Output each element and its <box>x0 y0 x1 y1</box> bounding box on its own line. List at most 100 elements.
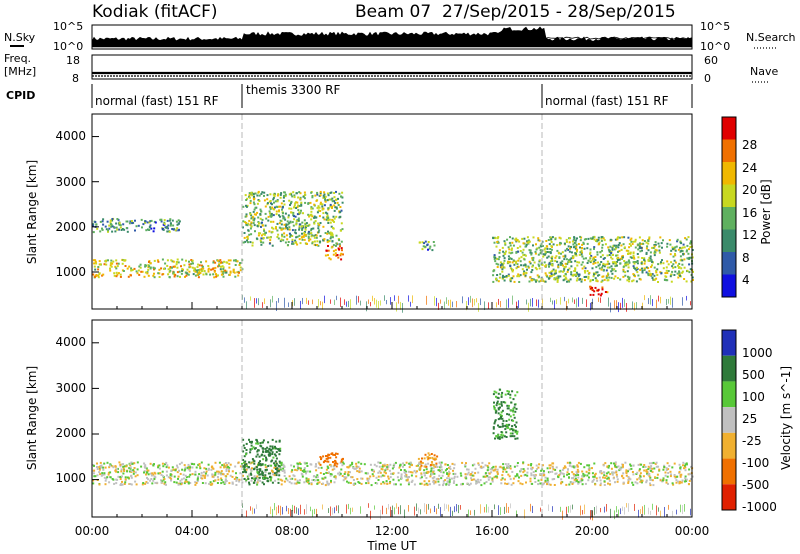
scatter-cell <box>282 463 285 466</box>
scatter-cell <box>330 225 333 228</box>
scatter-cell <box>426 471 429 474</box>
scatter-cell <box>92 479 95 482</box>
scatter-cell <box>327 208 330 211</box>
noise-cell <box>374 505 375 510</box>
scatter-cell <box>659 271 662 274</box>
scatter-cell <box>186 480 189 483</box>
scatter-cell <box>397 479 400 482</box>
scatter-cell <box>165 474 168 477</box>
scatter-cell <box>276 469 279 472</box>
scatter-cell <box>622 481 625 484</box>
scatter-cell <box>427 248 429 251</box>
scatter-cell <box>439 466 442 469</box>
scatter-cell <box>418 241 421 244</box>
scatter-cell <box>310 235 313 238</box>
scatter-cell <box>292 191 295 194</box>
scatter-cell <box>556 249 559 252</box>
scatter-cell <box>567 259 570 262</box>
scatter-cell <box>628 243 631 245</box>
scatter-cell <box>541 483 544 486</box>
scatter-cell <box>253 213 256 216</box>
scatter-cell <box>298 223 301 226</box>
scatter-cell <box>381 474 384 477</box>
cpid-segment-3: normal (fast) 151 RF <box>545 94 669 108</box>
scatter-cell <box>552 462 555 465</box>
scatter-cell <box>666 279 669 282</box>
scatter-cell <box>501 477 504 480</box>
scatter-cell <box>178 463 181 466</box>
scatter-cell <box>496 400 499 403</box>
scatter-cell <box>117 272 120 275</box>
scatter-cell <box>327 219 330 222</box>
scatter-cell <box>621 475 623 478</box>
scatter-cell <box>332 215 335 218</box>
noise-cell <box>270 506 271 515</box>
scatter-cell <box>579 479 582 482</box>
scatter-cell <box>434 465 437 468</box>
scatter-cell <box>577 482 580 485</box>
scatter-cell <box>196 477 199 480</box>
scatter-cell <box>124 265 127 267</box>
scatter-cell <box>507 261 510 264</box>
scatter-cell <box>559 469 562 472</box>
scatter-cell <box>263 476 266 479</box>
scatter-cell <box>615 471 618 474</box>
scatter-cell <box>448 480 451 483</box>
scatter-cell <box>222 275 225 278</box>
scatter-cell <box>578 261 581 264</box>
scatter-cell <box>248 474 250 477</box>
scatter-cell <box>305 462 308 465</box>
scatter-cell <box>556 244 559 247</box>
scatter-cell <box>453 463 456 466</box>
scatter-cell <box>638 469 641 472</box>
noise-cell <box>414 506 415 516</box>
scatter-cell <box>575 279 578 282</box>
scatter-cell <box>564 249 567 252</box>
noise-cell <box>560 506 561 512</box>
noise-cell <box>590 510 591 520</box>
noise-cell <box>634 503 635 511</box>
scatter-cell <box>612 262 615 265</box>
power-cbar-swatch <box>722 274 736 297</box>
scatter-cell <box>145 481 148 484</box>
scatter-cell <box>405 474 408 477</box>
scatter-cell <box>102 223 105 226</box>
scatter-cell <box>424 245 427 248</box>
noise-cell <box>380 509 381 520</box>
scatter-cell <box>584 267 587 270</box>
noise-cell <box>306 297 307 304</box>
scatter-cell <box>632 279 635 282</box>
noise-cell <box>286 505 287 512</box>
scatter-cell <box>441 474 444 477</box>
scatter-cell <box>216 482 219 484</box>
scatter-cell <box>643 259 646 262</box>
scatter-cell <box>499 413 502 416</box>
scatter-cell <box>174 469 177 472</box>
scatter-cell <box>313 236 316 239</box>
scatter-cell <box>125 220 128 223</box>
scatter-cell <box>522 273 525 276</box>
scatter-cell <box>492 393 495 396</box>
noise-cell <box>562 510 563 520</box>
scatter-cell <box>549 260 552 263</box>
scatter-cell <box>528 240 531 243</box>
scatter-cell <box>508 418 511 421</box>
scatter-cell <box>215 275 218 278</box>
scatter-cell <box>641 239 644 242</box>
scatter-cell <box>192 262 194 265</box>
scatter-cell <box>595 240 597 242</box>
scatter-cell <box>208 482 211 485</box>
scatter-cell <box>597 264 600 267</box>
scatter-cell <box>281 233 284 236</box>
scatter-cell <box>492 432 495 435</box>
scatter-cell <box>495 395 497 398</box>
scatter-cell <box>332 453 335 456</box>
scatter-cell <box>431 461 433 463</box>
scatter-cell <box>259 468 262 471</box>
noise-cell <box>498 298 499 305</box>
scatter-cell <box>508 413 511 416</box>
noise-cell <box>596 505 597 514</box>
scatter-cell <box>603 278 606 281</box>
scatter-cell <box>294 202 297 205</box>
scatter-cell <box>326 214 329 217</box>
